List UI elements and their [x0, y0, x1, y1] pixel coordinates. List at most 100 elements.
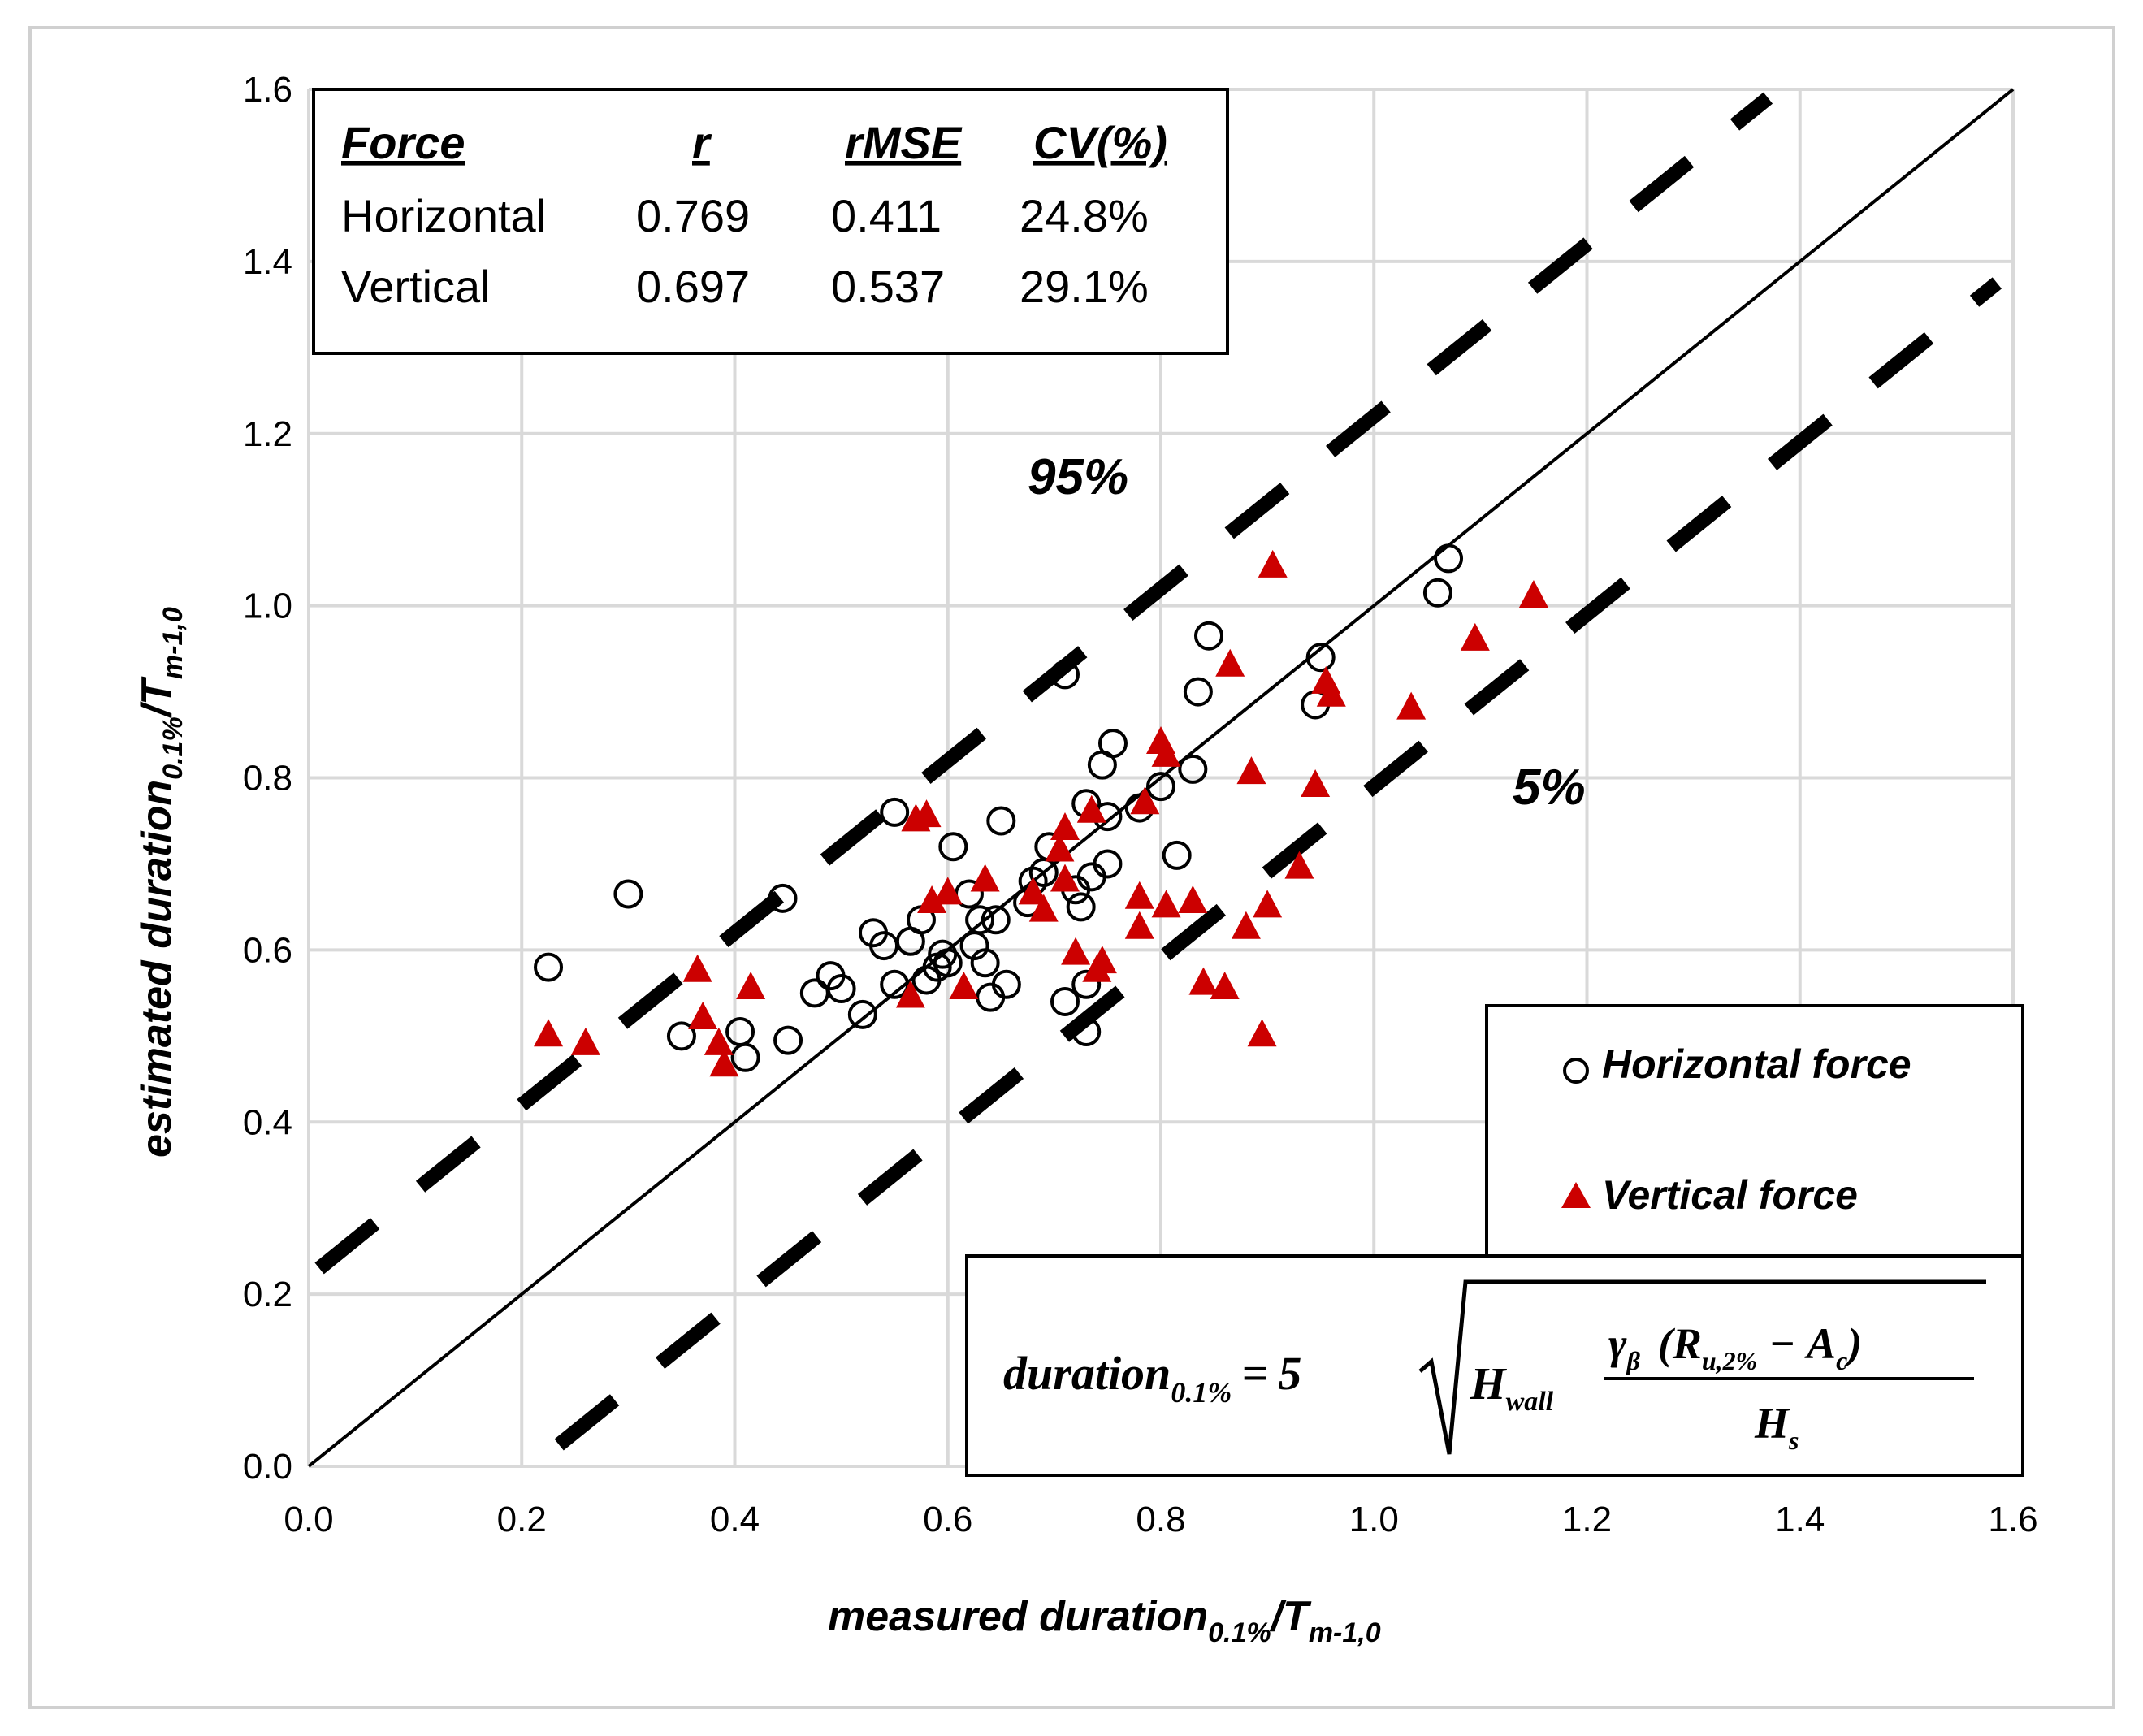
horizontal-force-point — [1097, 729, 1128, 759]
band-label-5: 5% — [1513, 760, 1586, 816]
vertical-force-point — [911, 799, 942, 828]
vertical-force-point — [1258, 549, 1288, 578]
horizontal-force-point — [613, 879, 643, 909]
horizontal-force-point — [1093, 849, 1123, 879]
vertical-force-point — [688, 1002, 718, 1030]
vertical-force-point — [1178, 885, 1208, 914]
stats-row-vertical-cv: 29.1% — [1020, 261, 1149, 312]
formula-numerator: γβ (Ru,2% − Ac) — [1608, 1319, 1862, 1375]
formula-radical — [1418, 1279, 1986, 1455]
x-tick-label: 0.4 — [710, 1500, 760, 1539]
vertical-force-point — [1396, 691, 1427, 720]
stats-header-cv: CV(%) — [1033, 117, 1167, 168]
vertical-force-point — [895, 980, 925, 1008]
horizontal-force-point — [1194, 621, 1224, 651]
horizontal-force-point — [1178, 754, 1208, 784]
line-95pct — [314, 92, 1773, 1275]
horizontal-force-point — [981, 905, 1011, 935]
stats-header-force: Force — [341, 117, 465, 168]
vertical-force-point — [1284, 851, 1314, 879]
vertical-force-point — [534, 1019, 564, 1047]
stats-row-horizontal-r: 0.769 — [636, 190, 750, 241]
legend-horizontal-marker — [1563, 1058, 1589, 1084]
vertical-force-point — [970, 864, 1000, 892]
horizontal-force-point — [1162, 840, 1192, 870]
vertical-force-point — [1215, 648, 1245, 677]
horizontal-force-point — [938, 832, 968, 862]
vertical-force-point — [1460, 622, 1490, 651]
vertical-force-point — [1188, 967, 1219, 995]
x-tick-labels: 0.0 0.2 0.4 0.6 0.8 1.0 1.2 1.4 1.6 — [284, 1500, 2037, 1539]
stats-row-horizontal-cv: 24.8% — [1020, 190, 1149, 241]
data-points — [534, 543, 1548, 1077]
stats-row-vertical-rmse: 0.537 — [831, 261, 945, 312]
horizontal-force-point — [880, 969, 910, 999]
horizontal-force-point — [1066, 892, 1096, 922]
horizontal-force-point — [1072, 1017, 1102, 1047]
band-label-95: 95% — [1028, 449, 1128, 505]
vertical-force-point — [917, 885, 947, 914]
vertical-force-point — [1050, 864, 1080, 892]
vertical-force-point — [736, 971, 766, 999]
vertical-force-point — [1130, 786, 1160, 815]
formula-denominator: Hs — [1754, 1399, 1799, 1455]
vertical-force-point — [933, 877, 963, 905]
vertical-force-point — [1045, 833, 1075, 862]
vertical-force-point — [1018, 877, 1048, 905]
vertical-force-point — [704, 1027, 734, 1055]
line-5pct — [554, 277, 2002, 1451]
horizontal-force-point — [534, 952, 564, 982]
y-tick-label: 1.6 — [243, 70, 292, 110]
vertical-force-point — [1247, 1019, 1277, 1047]
legend-box — [1485, 1004, 2024, 1259]
horizontal-force-point — [1422, 578, 1452, 608]
legend-horizontal-label: Horizontal force — [1602, 1041, 1911, 1087]
vertical-force-point — [682, 954, 712, 982]
stats-header-rmse: rMSE — [845, 117, 963, 168]
vertical-force-point — [1210, 971, 1240, 999]
horizontal-force-point — [1072, 969, 1102, 999]
formula-lhs: duration0.1% = 5 — [1003, 1347, 1301, 1409]
vertical-force-point — [1518, 579, 1548, 608]
vertical-force-point — [1061, 937, 1091, 965]
horizontal-force-point — [1305, 643, 1336, 673]
horizontal-force-point — [768, 883, 798, 913]
horizontal-force-point — [1050, 660, 1080, 690]
horizontal-force-point — [991, 969, 1021, 999]
vertical-force-point — [1028, 894, 1059, 922]
x-tick-label: 1.4 — [1775, 1500, 1825, 1539]
legend: Horizontal force Vertical force — [1485, 1004, 2024, 1259]
legend-vertical-marker — [1561, 1182, 1591, 1208]
formula-box: duration0.1% = 5 Hwall γβ (Ru,2% − Ac) Hs — [965, 1254, 2024, 1477]
vertical-force-point — [1076, 794, 1106, 823]
vertical-force-point — [1124, 911, 1154, 939]
horizontal-force-point — [1183, 677, 1213, 707]
horizontal-force-point — [965, 905, 995, 935]
horizontal-force-point — [773, 1025, 803, 1055]
stats-table: Force r rMSE CV(%) Horizontal 0.769 0.41… — [312, 88, 1229, 355]
line-one-to-one — [307, 88, 2015, 1468]
x-tick-label: 0.6 — [923, 1500, 972, 1539]
x-tick-label: 0.0 — [284, 1500, 333, 1539]
vertical-force-point — [1124, 881, 1154, 909]
x-tick-label: 0.8 — [1136, 1500, 1185, 1539]
horizontal-force-point — [1146, 772, 1175, 802]
stats-table-box — [312, 88, 1229, 355]
stats-row-horizontal-rmse: 0.411 — [831, 190, 942, 241]
horizontal-force-point — [730, 1042, 760, 1072]
x-tick-label: 1.0 — [1349, 1500, 1399, 1539]
vertical-force-point — [1236, 756, 1266, 785]
stats-row-vertical-r: 0.697 — [636, 261, 750, 312]
y-tick-label: 0.2 — [243, 1275, 292, 1314]
stats-row-vertical-label: Vertical — [341, 261, 491, 312]
horizontal-force-point — [880, 797, 910, 827]
vertical-force-point — [1087, 946, 1117, 974]
horizontal-force-point — [847, 999, 877, 1029]
stats-header-r: r — [692, 117, 712, 168]
stats-row-horizontal-label: Horizontal — [341, 190, 546, 241]
y-tick-label: 0.6 — [243, 930, 292, 970]
horizontal-force-point — [970, 948, 1000, 978]
vertical-force-point — [1253, 890, 1283, 918]
x-tick-label: 1.6 — [1988, 1500, 2037, 1539]
x-tick-label: 0.2 — [497, 1500, 547, 1539]
